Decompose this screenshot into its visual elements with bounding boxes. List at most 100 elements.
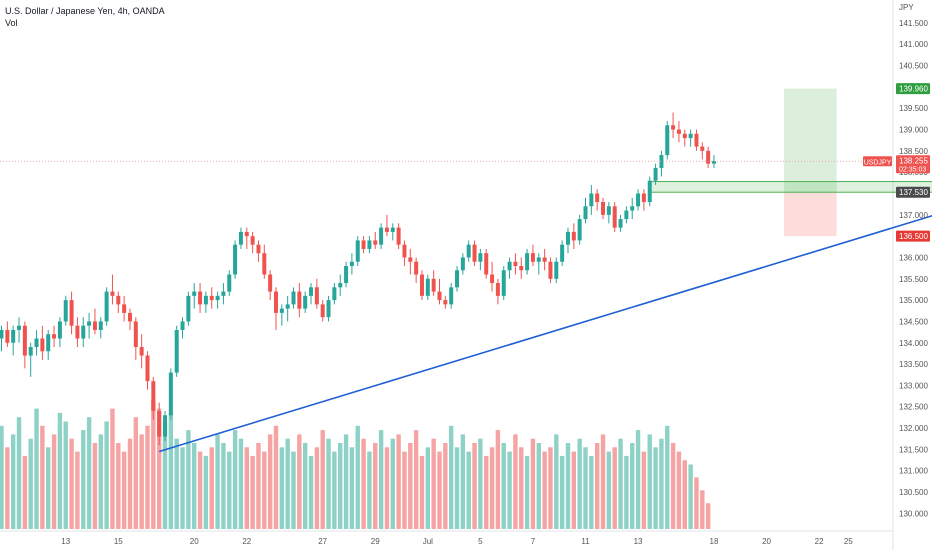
price-axis[interactable]: JPY 130.000 130.500 131.000 131.500 132.000 13… [863,3,930,518]
candle-body [583,206,588,220]
x-tick-label: 13 [61,537,70,546]
y-tick-label: 135.000 [899,296,928,305]
volume-bar [425,447,431,529]
candle-body [349,261,354,266]
candle-body [87,321,92,326]
price-label-badge-stop [896,230,930,242]
candle-body [180,321,185,330]
candle-body [530,253,535,262]
volume-bar [682,460,687,529]
volume-bar [244,447,249,529]
volume-bar [454,447,460,529]
volume-bar [495,430,501,529]
volume-bar [256,443,261,529]
volume-bar [437,451,442,529]
candle-body [285,304,290,309]
candle-body [507,261,512,271]
y-tick-label: 138.500 [899,147,928,156]
y-tick-label: 130.500 [899,488,928,497]
volume-bar [624,455,629,529]
price-label-zone: 137.530 [899,188,928,197]
candle-body [326,300,331,318]
volume-bar [40,425,45,529]
volume-bar [443,443,448,529]
candle-body [419,274,424,296]
volume-bar [180,447,185,529]
candle-body [145,355,150,382]
candle-body [484,253,489,275]
candle-body [63,300,68,322]
candle-body [373,240,378,245]
candle-body [215,295,220,301]
y-tick-label: 139.500 [899,104,928,113]
x-tick-label: 27 [318,537,327,546]
candle-body [122,304,127,313]
candle-body [601,202,606,215]
y-tick-label: 139.000 [899,126,928,135]
symbol-title[interactable]: U.S. Dollar / Japanese Yen, 4h, OANDA [5,6,165,16]
volume-bar [524,455,530,529]
candle-body [262,253,267,275]
candle-body [256,244,261,254]
volume-bar [653,447,658,529]
candle-body [279,308,284,313]
volume-bar [81,430,86,529]
volume-bar [589,455,594,529]
volume-bar [373,443,378,529]
y-tick-label: 137.000 [899,211,928,220]
volume-bar [460,434,466,529]
volume-bar [186,430,191,529]
candle-body [92,321,97,330]
x-tick-label: 5 [478,537,483,546]
candle-body [455,270,460,288]
candle-body [116,295,121,305]
time-axis[interactable]: 13 15 20 22 27 29 Jul 5 7 11 13 18 20 22 25 [61,537,853,546]
candle-body [127,312,132,322]
volume-bar [192,443,197,529]
candle-body [641,193,646,203]
volume-bar [606,451,612,529]
candle-body [338,283,343,288]
y-tick-label: 136.000 [899,253,928,262]
candle-body [186,295,191,322]
candle-body [443,300,448,305]
candle-body [384,227,389,232]
volume-bar [448,425,454,529]
candle-body [291,291,296,305]
candle-body [198,291,203,305]
candle-body [472,244,477,262]
volume-bar [688,464,693,529]
x-tick-label: 25 [844,537,853,546]
x-tick-label: 11 [581,537,590,546]
volume-bar [273,425,279,529]
candle-body [571,231,576,241]
candle-body [636,193,641,207]
x-tick-label: 22 [815,537,824,546]
volume-bar [22,455,28,529]
x-tick-label: Jul [423,537,433,546]
candle-body [273,291,278,313]
volume-bar [513,434,518,529]
volume-bar [209,447,214,529]
x-tick-label: 22 [242,537,251,546]
candle-body [647,180,652,203]
volume-bar [548,447,553,529]
volume-bar [297,434,302,529]
volume-bar [641,451,647,529]
volume-bar [133,417,139,529]
current-price-label: 138.255 [899,156,928,165]
volume-bar [489,447,495,529]
volume-bar [419,455,425,529]
candle-body [437,291,442,301]
candle-body [671,125,676,130]
volume-indicator-label[interactable]: Vol [5,18,18,28]
volume-bar [361,438,366,529]
grid-lines [0,0,894,550]
volume-bar [326,438,331,529]
candle-body [396,227,401,245]
volume-bar [156,408,162,529]
drawings-layer[interactable] [158,88,932,453]
candle-body [303,295,308,309]
volume-bar [104,421,109,529]
